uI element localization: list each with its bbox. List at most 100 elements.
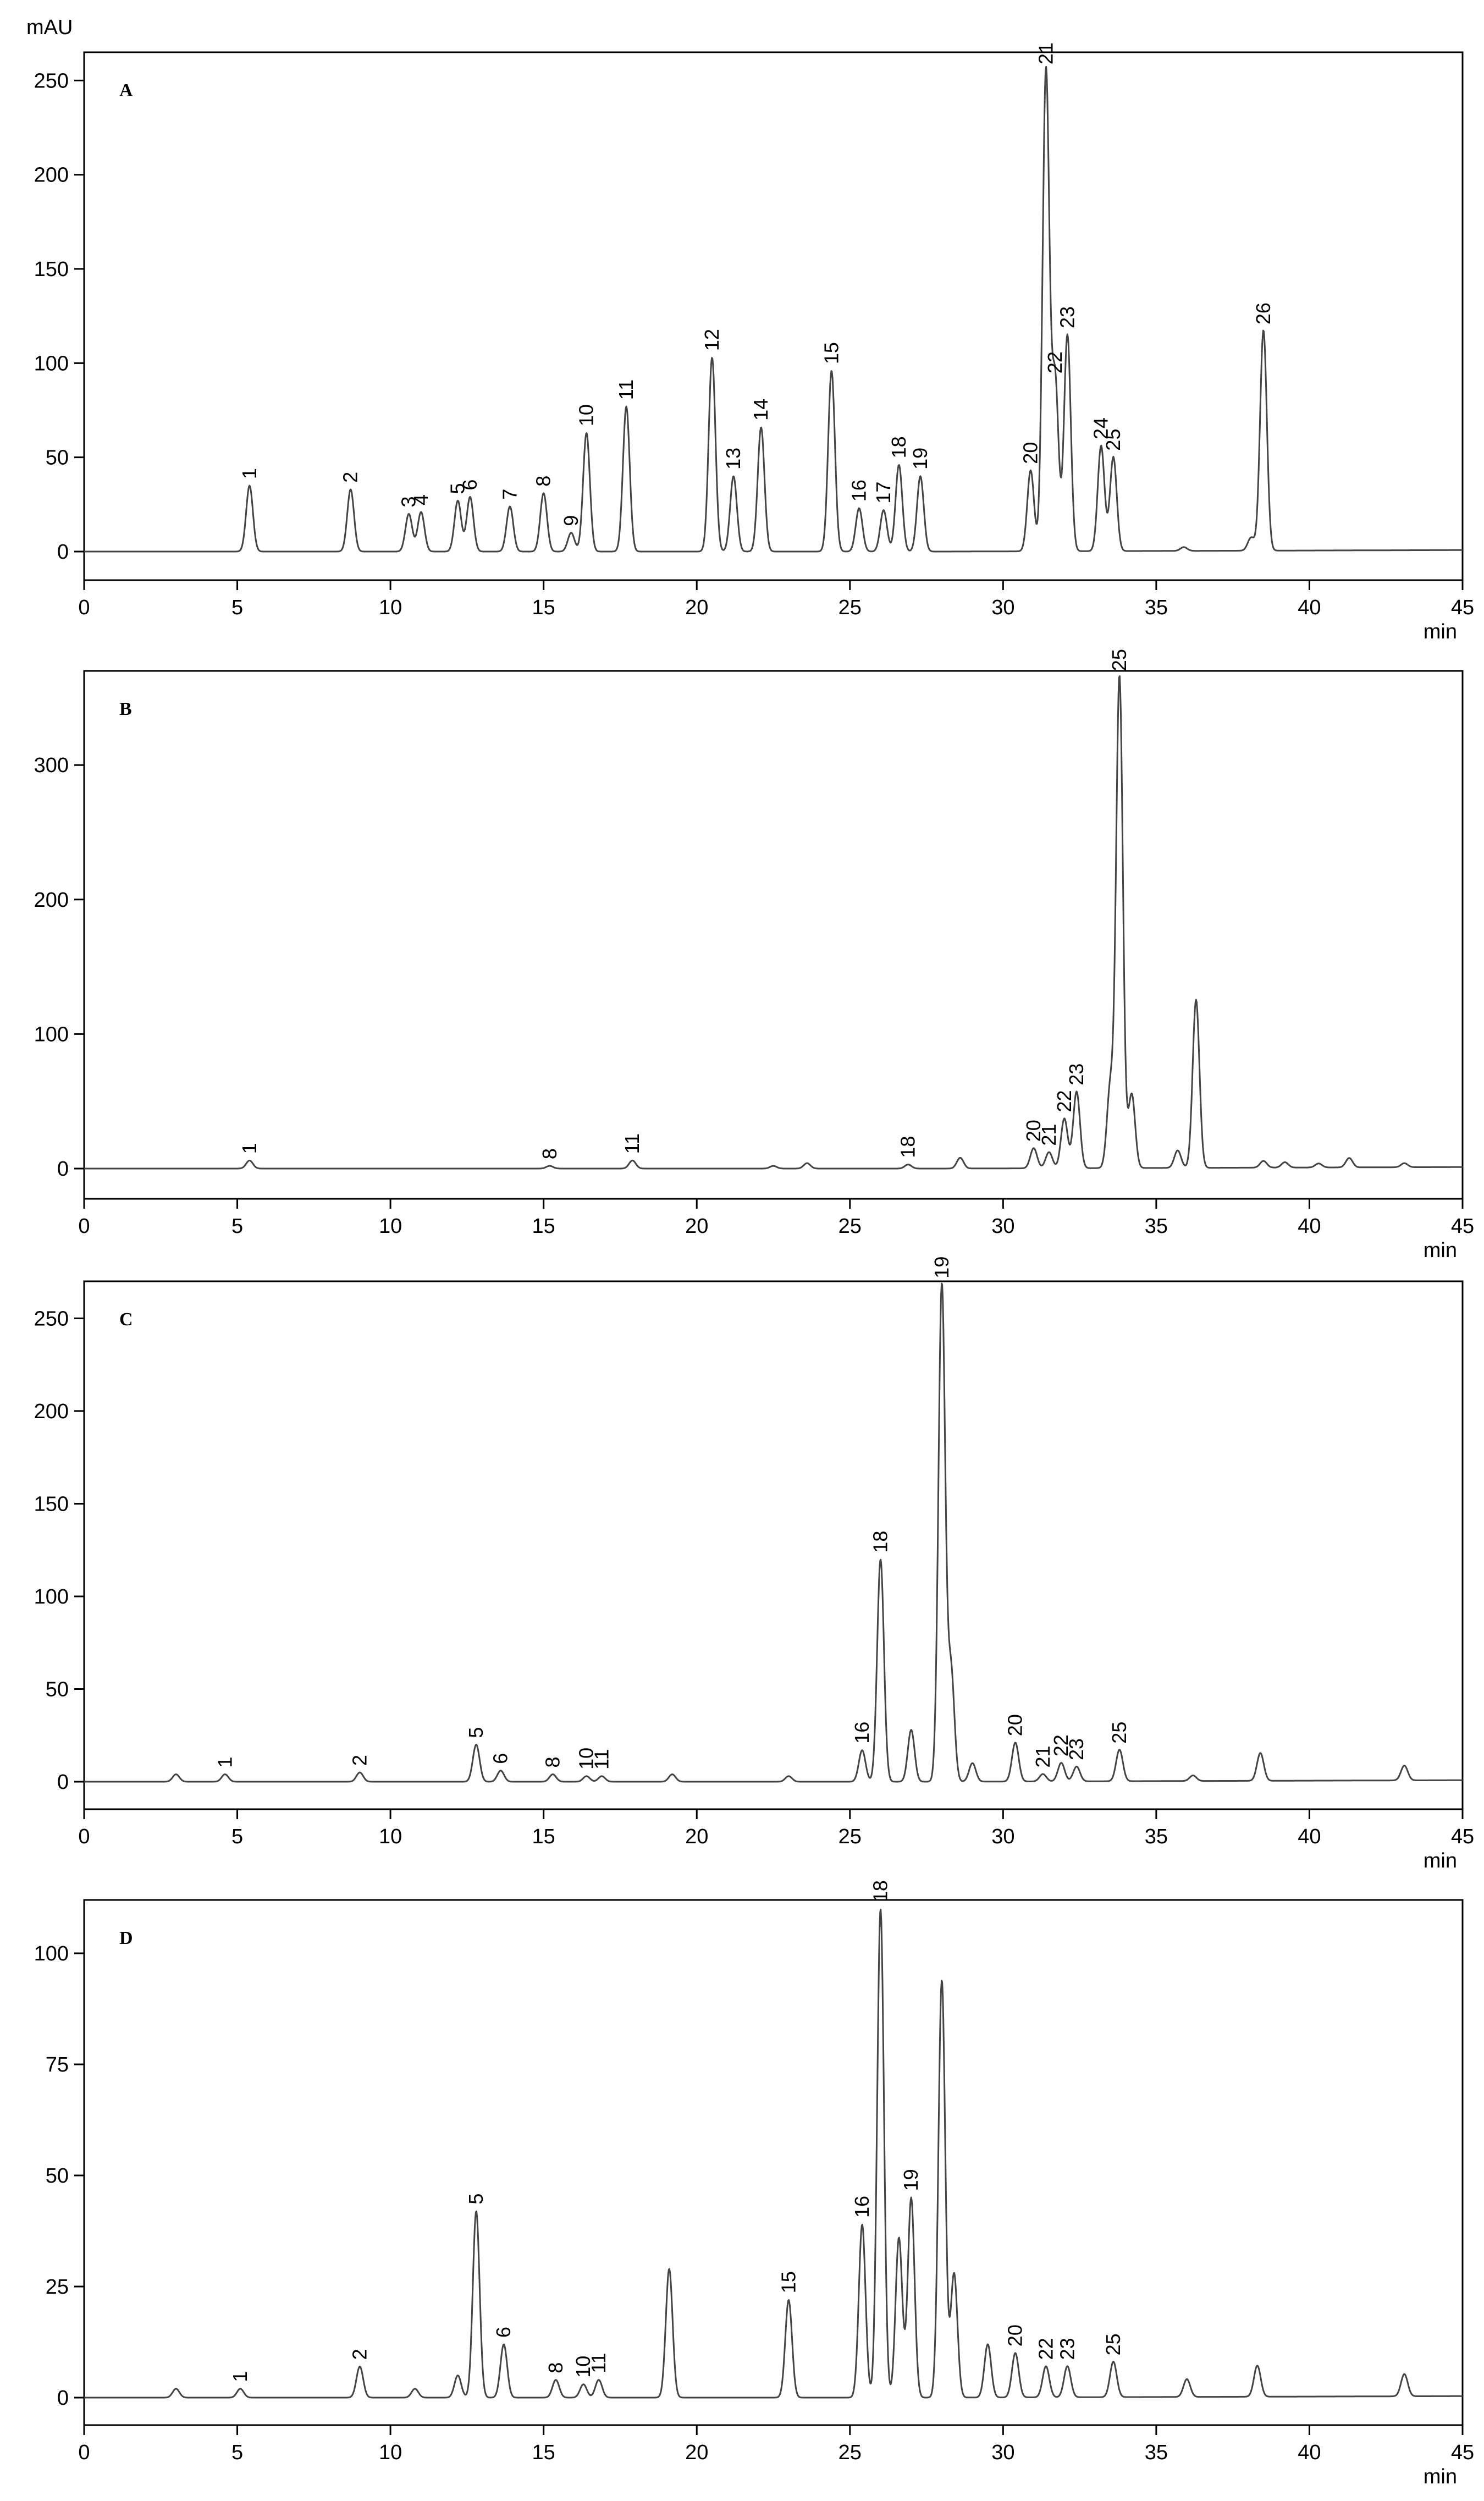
peak-label: 22 [1053, 1090, 1075, 1112]
x-tick-label: 10 [379, 2441, 402, 2464]
chromatogram-trace [84, 65, 1463, 553]
peak-label: 16 [851, 2196, 873, 2218]
x-tick-label: 25 [838, 1215, 862, 1238]
x-tick-label: 35 [1145, 2441, 1168, 2464]
peak-label: 8 [544, 2362, 567, 2373]
peak-label: 21 [1031, 1745, 1054, 1767]
y-tick-label: 200 [34, 1400, 69, 1423]
chromatogram-trace [84, 1909, 1463, 2399]
peak-label: 15 [820, 342, 842, 364]
x-unit-label: min [1424, 2465, 1457, 2488]
peak-label: 18 [869, 1531, 892, 1553]
peak-label: 24 [1090, 417, 1112, 439]
peak-label: 11 [615, 379, 637, 400]
x-tick-label: 40 [1298, 596, 1321, 619]
peak-label: 8 [538, 1148, 561, 1159]
peak-label: 5 [446, 483, 469, 494]
peak-label: 21 [1038, 1124, 1060, 1146]
x-tick-label: 40 [1298, 1825, 1321, 1848]
peak-label: 1 [238, 1143, 261, 1154]
peak-label: 1 [238, 468, 261, 479]
panel-letter: C [119, 1309, 133, 1330]
peak-label: 4 [410, 494, 432, 505]
peak-label: 23 [1056, 2338, 1078, 2360]
peak-label: 18 [887, 436, 910, 458]
peak-label: 6 [489, 1753, 512, 1764]
peak-label: 23 [1056, 306, 1078, 328]
peak-label: 21 [1034, 42, 1057, 64]
x-tick-label: 30 [991, 596, 1014, 619]
x-tick-label: 15 [532, 1825, 555, 1848]
x-tick-label: 15 [532, 596, 555, 619]
x-tick-label: 5 [231, 1215, 243, 1238]
peak-label: 26 [1252, 302, 1275, 324]
x-tick-label: 35 [1145, 1825, 1168, 1848]
peak-label: 17 [872, 482, 895, 504]
peak-label: 14 [749, 399, 772, 421]
x-tick-label: 10 [379, 1215, 402, 1238]
x-tick-label: 45 [1451, 1215, 1474, 1238]
peak-label: 19 [930, 1257, 953, 1279]
x-tick-label: 30 [991, 2441, 1014, 2464]
peak-label: 7 [498, 489, 521, 500]
x-tick-label: 35 [1145, 596, 1168, 619]
peak-label: 25 [1102, 429, 1124, 451]
y-tick-label: 150 [34, 1492, 69, 1516]
peak-label: 18 [869, 1880, 892, 1902]
peak-label: 6 [492, 2327, 515, 2338]
x-tick-label: 5 [231, 1825, 243, 1848]
panel-letter: A [119, 80, 133, 101]
x-tick-label: 5 [231, 596, 243, 619]
y-tick-label: 50 [46, 447, 69, 470]
peak-label: 10 [575, 404, 598, 426]
peak-label: 20 [1022, 1120, 1045, 1142]
peak-label: 23 [1065, 1064, 1088, 1086]
y-tick-label: 100 [34, 352, 69, 375]
peak-label: 15 [777, 2271, 799, 2293]
plot-frame [83, 1899, 1464, 2426]
y-tick-label: 50 [46, 2164, 69, 2188]
x-tick-label: 45 [1451, 596, 1474, 619]
peak-label: 10 [572, 2356, 594, 2378]
chromatogram-trace [84, 1282, 1463, 1783]
y-tick-label: 75 [46, 2053, 69, 2076]
x-tick-label: 15 [532, 2441, 555, 2464]
peak-label: 16 [851, 1722, 873, 1744]
x-tick-label: 40 [1298, 2441, 1321, 2464]
peak-label: 11 [591, 1749, 613, 1770]
peak-label: 25 [1102, 2333, 1124, 2355]
peak-label: 1 [229, 2371, 251, 2382]
y-tick-label: 250 [34, 69, 69, 92]
y-tick-label: 200 [34, 164, 69, 187]
y-tick-label: 150 [34, 258, 69, 281]
peak-label: 22 [1050, 1734, 1072, 1756]
peak-label: 8 [541, 1756, 564, 1767]
y-tick-label: 100 [34, 1942, 69, 1965]
plot-frame [83, 670, 1464, 1200]
x-tick-label: 10 [379, 1825, 402, 1848]
peak-label: 20 [1019, 442, 1042, 464]
peak-label: 20 [1004, 2324, 1027, 2346]
peak-label: 19 [900, 2169, 922, 2191]
panel-letter: B [119, 699, 132, 719]
peak-label: 6 [459, 480, 481, 491]
x-tick-label: 25 [838, 596, 862, 619]
peak-label: 8 [532, 476, 555, 487]
y-tick-label: 250 [34, 1307, 69, 1330]
peak-label: 11 [587, 2353, 610, 2373]
x-tick-label: 45 [1451, 1825, 1474, 1848]
peak-label: 2 [348, 1755, 371, 1766]
peak-label: 12 [700, 329, 723, 351]
y-tick-label: 100 [34, 1023, 69, 1046]
peak-label: 5 [465, 1727, 487, 1738]
x-tick-label: 40 [1298, 1215, 1321, 1238]
peak-label: 2 [339, 472, 362, 483]
x-tick-label: 20 [685, 2441, 708, 2464]
peak-label: 10 [575, 1748, 598, 1770]
x-tick-label: 10 [379, 596, 402, 619]
x-tick-label: 5 [231, 2441, 243, 2464]
x-tick-label: 0 [78, 1825, 90, 1848]
